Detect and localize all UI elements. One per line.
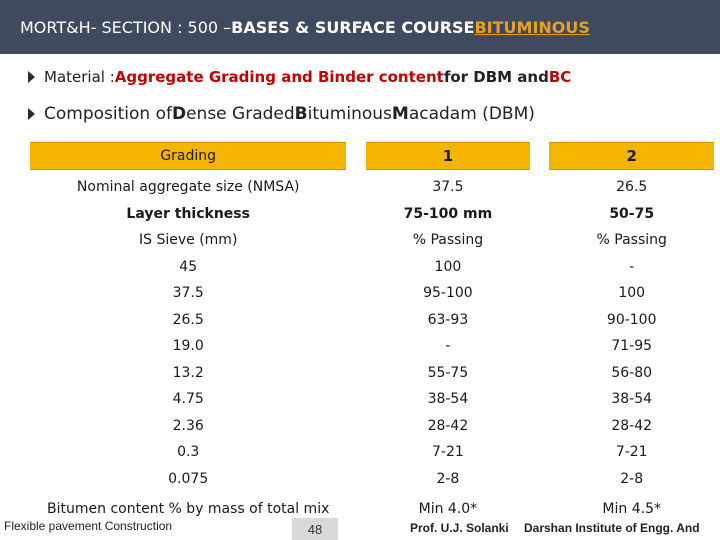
slide-title: MORT&H- SECTION : 500 – BASES & SURFACE … — [0, 0, 720, 54]
row-label: 37.5 — [172, 285, 204, 301]
grading-1-value: 38-54 — [427, 391, 469, 407]
grading-1-column: 37.5 75-100 mm % Passing 100 95-100 63-93 - 55-… — [366, 174, 531, 492]
grading-2-value: 50-75 — [609, 205, 655, 222]
grading-1-value: 2-8 — [436, 470, 460, 487]
row-label: 13.2 — [172, 364, 204, 381]
title-accent: BITUMINOUS — [474, 17, 590, 37]
grading-2-column: 26.5 50-75 % Passing - 100 90-100 71-95 56-80 38… — [549, 174, 714, 492]
grading-1-value: 63-93 — [427, 311, 469, 328]
bullet-material: Material : Aggregate Grading and Binder … — [28, 68, 571, 86]
bitumen-col-2: Min 4.5* — [602, 501, 661, 517]
row-label: 45 — [179, 258, 198, 275]
footer-author: Prof. U.J. Solanki — [410, 521, 509, 535]
table-header-row: Grading 1 2 — [30, 142, 714, 170]
footer-institute: Darshan Institute of Engg. And — [524, 521, 700, 535]
bullet2-part-3: ituminous — [307, 104, 392, 124]
row-label: 4.75 — [172, 391, 204, 407]
bullet2-part-4: acadam (DBM) — [408, 104, 535, 124]
row-label: Layer thickness — [126, 205, 250, 222]
table-row: Bitumen content % by mass of total mix M… — [30, 496, 714, 523]
bullet1-prefix: Material : — [44, 68, 115, 86]
row-label: IS Sieve (mm) — [139, 232, 238, 248]
grading-table: Grading 1 2 Nominal aggregate size (NMSA… — [30, 138, 714, 527]
grading-2-value: 100 — [618, 285, 646, 301]
grading-1-value: 100 — [434, 258, 462, 275]
bullet1-red-2: BC — [548, 68, 572, 86]
header-grading: Grading — [30, 142, 347, 170]
bullet2-b: B — [294, 104, 308, 124]
table-row: Nominal aggregate size (NMSA) Layer thick… — [30, 174, 714, 492]
header-col-2: 2 — [549, 142, 714, 170]
row-label: 0.075 — [168, 470, 209, 487]
grading-2-value: - — [629, 258, 635, 275]
page-number: 48 — [292, 518, 338, 540]
bullet2-m: M — [391, 104, 409, 124]
grading-1-value: 75-100 mm — [403, 205, 493, 222]
bullet2-d: D — [171, 104, 187, 124]
grading-2-value: 28-42 — [611, 417, 653, 434]
grading-2-value: % Passing — [596, 232, 667, 248]
grading-2-value: 56-80 — [611, 364, 653, 381]
footer: Flexible pavement Construction 48 Prof. … — [0, 514, 720, 540]
bullet1-mid: for DBM and — [443, 68, 549, 86]
grading-2-value: 90-100 — [606, 311, 657, 328]
grading-1-value: % Passing — [412, 232, 484, 248]
row-label: Nominal aggregate size (NMSA) — [76, 179, 300, 195]
bullet2-part-2: ense Graded — [186, 104, 295, 124]
grading-1-value: - — [445, 338, 451, 354]
labels-column: Nominal aggregate size (NMSA) Layer thick… — [30, 174, 346, 492]
bullet2-part-1: Composition of — [44, 104, 172, 124]
row-label: 2.36 — [172, 417, 204, 434]
grading-2-value: 2-8 — [620, 470, 644, 487]
grading-2-value: 71-95 — [611, 338, 653, 354]
grading-1-value: 55-75 — [427, 364, 469, 381]
bullet-arrow-icon — [28, 71, 35, 83]
bitumen-label: Bitumen content % by mass of total mix — [47, 501, 330, 517]
grading-2-value: 26.5 — [616, 179, 648, 195]
header-col-1: 1 — [365, 142, 531, 170]
bitumen-col-1: Min 4.0* — [418, 501, 478, 517]
grading-2-value: 7-21 — [615, 444, 648, 460]
row-label: 26.5 — [172, 311, 204, 328]
grading-1-value: 7-21 — [432, 444, 464, 460]
grading-1-value: 28-42 — [427, 417, 469, 434]
title-prefix: MORT&H- SECTION : 500 – — [20, 17, 232, 37]
row-label: 19.0 — [172, 338, 204, 354]
grading-2-value: 38-54 — [611, 391, 653, 407]
row-label: 0.3 — [177, 444, 200, 460]
footer-course: Flexible pavement Construction — [4, 519, 173, 533]
title-bold: BASES & SURFACE COURSE — [231, 17, 475, 37]
grading-1-value: 95-100 — [423, 285, 473, 301]
grading-1-value: 37.5 — [432, 179, 464, 195]
bullet1-red-1: Aggregate Grading and Binder content — [114, 68, 444, 86]
bullet-arrow-icon — [28, 108, 35, 120]
